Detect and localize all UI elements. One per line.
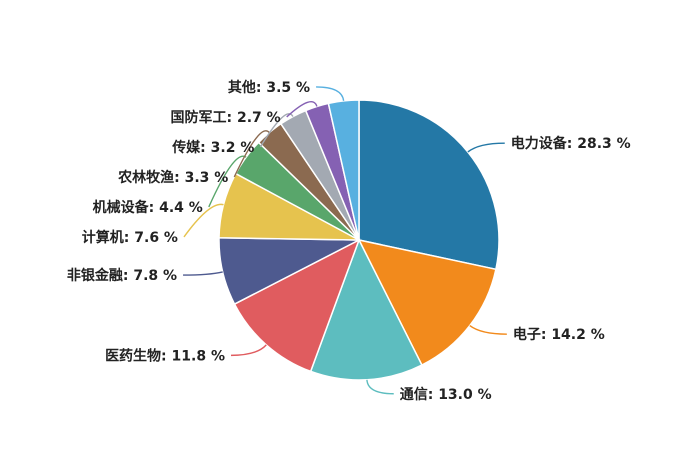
leader-line-2	[366, 379, 394, 395]
leader-line-3	[230, 344, 267, 357]
slice-label-10: 其他: 3.5 %	[228, 79, 310, 96]
slice-label-7: 农林牧渔: 3.3 %	[117, 169, 228, 186]
slice-label-8: 传媒: 3.2 %	[171, 139, 254, 156]
leader-line-4	[183, 271, 223, 276]
leader-line-10	[316, 86, 345, 101]
slice-label-9: 国防军工: 2.7 %	[171, 109, 281, 126]
slice-label-5: 计算机: 7.6 %	[82, 229, 178, 246]
slice-label-0: 电力设备: 28.3 %	[511, 135, 631, 152]
leader-line-1	[469, 325, 507, 335]
slice-label-2: 通信: 13.0 %	[400, 386, 492, 403]
slice-label-1: 电子: 14.2 %	[513, 326, 605, 343]
slice-label-3: 医药生物: 11.8 %	[105, 347, 225, 364]
leader-line-7	[233, 130, 270, 178]
leader-line-5	[183, 203, 224, 238]
leader-line-9	[286, 100, 318, 118]
pie-slice-3	[233, 238, 361, 373]
slice-label-4: 非银金融: 7.8 %	[67, 267, 177, 284]
leader-line-0	[467, 142, 505, 153]
pie-slice-1	[357, 238, 497, 367]
leader-line-8	[259, 113, 294, 148]
slice-label-6: 机械设备: 4.4 %	[93, 199, 203, 216]
